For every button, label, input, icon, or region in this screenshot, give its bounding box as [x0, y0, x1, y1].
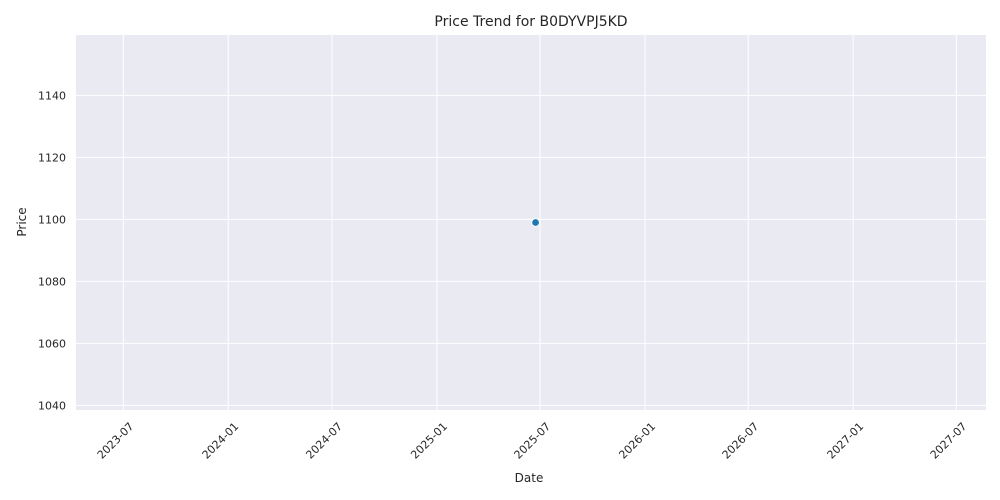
x-tick-label: 2026-01: [616, 420, 658, 462]
x-tick-label: 2027-01: [825, 420, 867, 462]
y-tick-label: 1080: [38, 275, 66, 288]
x-tick-label: 2027-07: [928, 420, 970, 462]
y-axis-label: Price: [15, 207, 29, 236]
x-axis-ticks: 2023-07 2024-01 2024-07 2025-01 2025-07 2026-…: [95, 420, 970, 462]
y-tick-label: 1100: [38, 213, 66, 226]
y-tick-label: 1120: [38, 151, 66, 164]
x-tick-label: 2023-07: [95, 420, 137, 462]
data-points: [531, 218, 540, 227]
chart-title: Price Trend for B0DYVPJ5KD: [434, 14, 627, 30]
data-point: [531, 218, 540, 227]
x-tick-label: 2024-01: [200, 420, 242, 462]
x-tick-label: 2026-07: [720, 420, 762, 462]
y-tick-label: 1040: [38, 399, 66, 412]
plot-area: [76, 35, 986, 410]
x-tick-label: 2025-07: [512, 420, 554, 462]
x-axis-label: Date: [515, 471, 544, 485]
y-tick-label: 1140: [38, 89, 66, 102]
y-axis-ticks: 1040 1060 1080 1100 1120 1140: [38, 89, 66, 412]
y-tick-label: 1060: [38, 337, 66, 350]
grid-lines: [76, 35, 986, 410]
x-tick-label: 2024-07: [303, 420, 345, 462]
x-tick-label: 2025-01: [408, 420, 450, 462]
